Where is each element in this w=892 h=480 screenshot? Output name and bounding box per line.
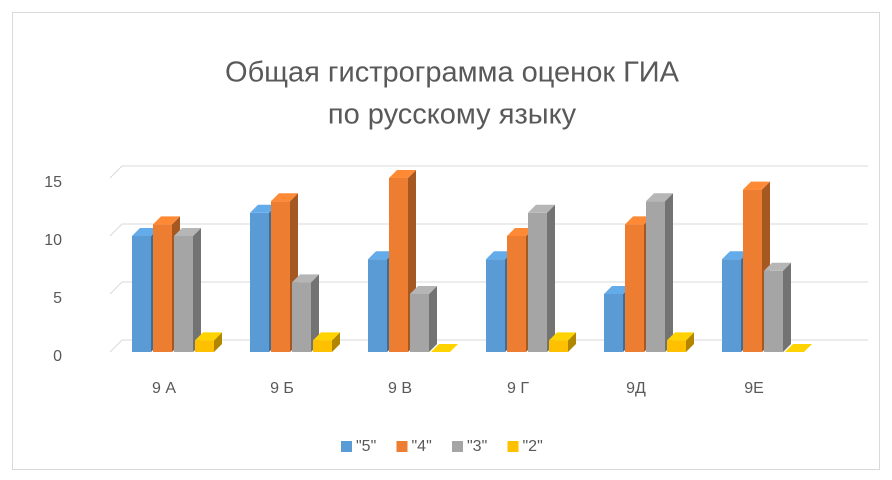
bar-front	[292, 282, 311, 352]
bar-top	[667, 332, 694, 341]
bar-front	[507, 236, 526, 352]
bar-front	[528, 212, 547, 352]
legend-swatch	[341, 441, 352, 452]
bar-top	[785, 344, 812, 352]
bar-side	[665, 193, 673, 352]
legend-label: "4"	[412, 438, 432, 455]
legend-label: "5"	[356, 438, 376, 455]
chart-title: по русскому языку	[328, 99, 577, 131]
bar-top	[174, 228, 201, 236]
bar-top	[646, 193, 673, 202]
y-tick-label: 15	[44, 174, 62, 191]
chart-title: Общая гистрограмма оценок ГИА	[225, 57, 680, 89]
bar-top	[507, 228, 534, 236]
bar-front	[667, 340, 686, 352]
bar-front	[271, 201, 290, 352]
bar-top	[271, 193, 298, 202]
bar	[174, 228, 201, 352]
bar-top	[410, 286, 437, 294]
bar-front	[389, 178, 408, 352]
legend-swatch	[396, 441, 408, 452]
x-tick-label: 9 Б	[270, 380, 294, 397]
bar-side	[547, 204, 555, 352]
bar-front	[250, 212, 269, 352]
bar-front	[368, 259, 387, 352]
bar-top	[722, 251, 749, 260]
bar-top	[368, 251, 395, 260]
grid-line	[109, 223, 868, 237]
x-tick-label: 9 Г	[507, 380, 529, 397]
bar-side	[783, 262, 791, 352]
bar-front	[410, 294, 429, 352]
bar-side	[429, 286, 437, 352]
bar-top	[313, 332, 340, 341]
bar-top	[625, 216, 652, 225]
bar-side	[193, 228, 201, 352]
bar-front	[604, 294, 623, 352]
bar	[195, 332, 222, 352]
y-tick-label: 5	[53, 290, 62, 307]
x-tick-label: 9Е	[744, 380, 764, 397]
grid-line	[109, 165, 868, 179]
bar-top	[486, 251, 513, 260]
x-tick-label: 9 В	[388, 380, 412, 397]
bar-side	[214, 332, 222, 352]
bar	[313, 332, 340, 352]
bar-top	[528, 204, 555, 213]
bar	[764, 262, 791, 352]
bar-front	[549, 340, 568, 352]
bar-front	[743, 189, 762, 352]
bar-top	[743, 181, 770, 190]
bar-top	[549, 332, 576, 341]
bar-side	[568, 332, 576, 352]
bar-front	[132, 236, 151, 352]
bar-front	[764, 270, 783, 352]
bar	[646, 193, 673, 352]
bar-side	[686, 332, 694, 352]
grid-line	[109, 281, 868, 295]
bar-top	[292, 274, 319, 283]
bar-side	[311, 274, 319, 352]
bar-top	[195, 332, 222, 341]
bar-front	[153, 224, 172, 352]
x-tick-label: 9 А	[152, 380, 176, 397]
bar-top	[604, 286, 631, 294]
bar	[431, 344, 458, 352]
bar-front	[174, 236, 193, 352]
bar-top	[389, 170, 416, 178]
legend-label: "3"	[467, 438, 487, 455]
bar-top	[132, 228, 159, 236]
bar	[410, 286, 437, 352]
bar-front	[313, 340, 332, 352]
bar-front	[625, 224, 644, 352]
legend-label: "2"	[523, 438, 543, 455]
bar	[667, 332, 694, 352]
bar	[528, 204, 555, 352]
x-tick-label: 9Д	[626, 380, 646, 397]
y-tick-label: 0	[53, 348, 62, 365]
legend-swatch	[507, 441, 519, 452]
bar	[292, 274, 319, 352]
legend-swatch	[452, 441, 463, 452]
bar-top	[764, 262, 791, 271]
bar-top	[250, 204, 277, 213]
bar-front	[486, 259, 505, 352]
bar-side	[332, 332, 340, 352]
bar	[785, 344, 812, 352]
bar-top	[431, 344, 458, 352]
bar-front	[195, 340, 214, 352]
bar	[549, 332, 576, 352]
bar-front	[646, 201, 665, 352]
bar-top	[153, 216, 180, 225]
y-tick-label: 10	[44, 232, 62, 249]
bar-front	[722, 259, 741, 352]
